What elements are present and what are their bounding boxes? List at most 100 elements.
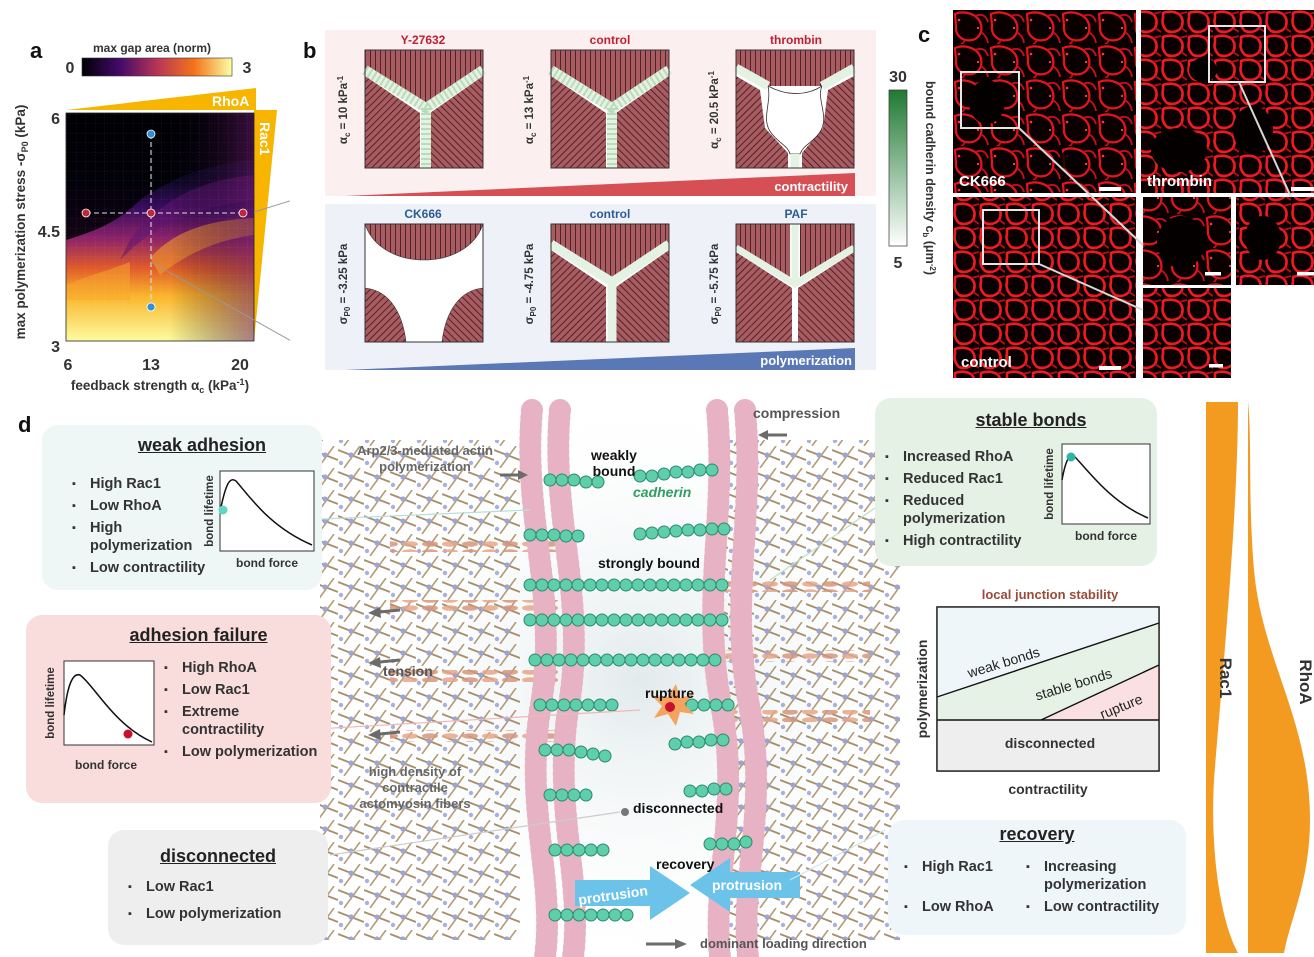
panel-a-label: a xyxy=(30,38,43,63)
cell-control-top: control xyxy=(548,33,672,169)
panel-c-micrographs: CK666 thrombin control xyxy=(953,10,1314,378)
point-red-right xyxy=(238,208,248,218)
disconnected-item: Low polymerization xyxy=(126,905,316,923)
ytick-6: 6 xyxy=(51,111,60,128)
recovery-item: Increasing polymerization xyxy=(1024,858,1184,894)
micrograph-ck666 xyxy=(953,10,1136,193)
region-disconnected xyxy=(937,720,1159,771)
panel-b-figure: Y-27632 αc = 10 kPa-1 control αc = 13 kP… xyxy=(325,30,937,370)
stable-item: High contractility xyxy=(883,532,1043,550)
protrusion-arrow-right xyxy=(690,858,800,912)
cadherin-cbar-min: 5 xyxy=(894,255,903,272)
polymerization-label: polymerization xyxy=(760,353,852,368)
disconnected-dot xyxy=(621,808,629,816)
cadherin-cbar-max: 30 xyxy=(889,69,907,86)
heatmap xyxy=(65,112,255,342)
x-axis-label: feedback strength αc (kPa-1) xyxy=(71,377,249,395)
inset-thrombin xyxy=(1236,197,1314,285)
ytick-3: 3 xyxy=(51,339,60,356)
caption-ck666: CK666 xyxy=(959,173,1006,190)
failure-item: Extreme contractility xyxy=(162,703,322,739)
label-protrusion-right: protrusion xyxy=(712,877,782,893)
protrusion-arrow-left xyxy=(575,866,690,920)
weak-bond-plot: bond lifetime bond force xyxy=(204,470,315,570)
colorbar-min-label: 0 xyxy=(66,60,75,77)
failure-item: Low Rac1 xyxy=(162,681,322,699)
cell-ck666: CK666 xyxy=(364,207,484,343)
phase-xlabel: contractility xyxy=(1008,781,1088,797)
panel-d-label: d xyxy=(18,412,32,437)
stable-item: Reduced polymerization xyxy=(883,492,1043,528)
label-disconnected: disconnected xyxy=(633,800,724,816)
contractility-label: contractility xyxy=(774,179,848,194)
label-strongly-bound: strongly bound xyxy=(598,555,700,571)
failure-plot-ylabel: bond lifetime xyxy=(45,667,57,739)
rhoa-side-label: RhoA xyxy=(1296,659,1314,704)
failure-item: Low polymerization xyxy=(162,743,322,761)
caption-control: control xyxy=(961,354,1012,371)
rac1-rhoa-gradient: Rac1 RhoA xyxy=(1206,402,1314,953)
cell-ck666-title: CK666 xyxy=(404,207,442,221)
cell-control-bottom-title: control xyxy=(590,207,631,221)
polymerization-wedge xyxy=(345,348,855,370)
cell-control-top-title: control xyxy=(590,33,631,47)
cell-paf-title: PAF xyxy=(784,207,807,221)
colorbar-gradient xyxy=(81,57,233,77)
cadherin-chains xyxy=(523,463,753,922)
region-stable-bonds xyxy=(937,623,1159,720)
cell-thrombin: thrombin xyxy=(733,33,857,169)
xtick-20: 20 xyxy=(231,357,249,374)
cadherin-cbar-label: bound cadherin density cb (μm-2) xyxy=(921,81,937,275)
weak-item: High polymerization xyxy=(70,519,220,555)
label-arp: Arp2/3-mediated actin polymerization xyxy=(357,443,493,474)
colorbar-title: max gap area (norm) xyxy=(93,41,211,55)
junction-stability-diagram: local junction stability weak bonds stab… xyxy=(914,587,1160,797)
disconnected-item: Low Rac1 xyxy=(126,878,316,896)
colorbar-max-label: 3 xyxy=(243,60,252,77)
adhesion-failure-box: adhesion failure bond lifetime bond forc… xyxy=(26,615,331,803)
inset-ck666 xyxy=(1143,197,1231,285)
param-sigma-3-25: σP0 = -3.25 kPa xyxy=(338,243,352,324)
recovery-title: recovery xyxy=(999,824,1075,844)
rac1-shape xyxy=(1206,402,1238,953)
stable-bonds-title: stable bonds xyxy=(975,410,1087,430)
weak-adhesion-title: weak adhesion xyxy=(137,435,267,455)
label-dominant-loading: dominant loading direction xyxy=(700,936,867,951)
panel-b-label: b xyxy=(303,38,317,63)
rac1-wedge-label: Rac1 xyxy=(257,122,273,156)
adhesion-failure-title: adhesion failure xyxy=(129,625,268,645)
cell-paf: PAF xyxy=(734,207,856,343)
recovery-item: High Rac1 xyxy=(902,858,1012,876)
weak-item: Low contractility xyxy=(70,559,220,577)
rac1-wedge xyxy=(254,110,277,341)
param-alpha-13: αc = 13 kPa-1 xyxy=(522,75,538,144)
point-red-center xyxy=(146,208,156,218)
region-disconnected-label: disconnected xyxy=(1005,735,1095,751)
stable-item: Increased RhoA xyxy=(883,448,1043,466)
param-sigma-5-75: σP0 = -5.75 kPa xyxy=(709,243,723,324)
rhoa-shape xyxy=(1248,402,1310,953)
junction-illustration xyxy=(299,380,940,957)
cell-y27632-title: Y-27632 xyxy=(401,33,446,47)
panel-c-label: c xyxy=(918,22,931,47)
rhoa-wedge xyxy=(66,88,256,110)
label-recovery: recovery xyxy=(656,856,715,872)
cadherin-colorbar xyxy=(888,89,908,247)
label-rupture: rupture xyxy=(645,685,694,701)
stable-bond-plot: bond lifetime bond force xyxy=(1044,443,1151,543)
label-compression: compression xyxy=(753,405,841,421)
rac1-side-label: Rac1 xyxy=(1216,658,1235,699)
param-alpha-20-5: αc = 20.5 kPa-1 xyxy=(707,71,723,149)
recovery-box: recovery High Rac1 Low RhoA Increasing p… xyxy=(888,820,1186,935)
stable-item: Reduced Rac1 xyxy=(883,470,1043,488)
recovery-item: Low RhoA xyxy=(902,898,1012,916)
cell-control-bottom: control xyxy=(548,207,672,343)
caption-thrombin: thrombin xyxy=(1147,173,1212,190)
weak-plot-ylabel: bond lifetime xyxy=(204,475,216,547)
stable-plot-ylabel: bond lifetime xyxy=(1044,448,1056,520)
label-weakly-bound: weakly bound xyxy=(591,447,637,479)
point-red-left xyxy=(81,208,91,218)
cell-y27632: Y-27632 xyxy=(362,33,486,169)
stable-bonds-box: stable bonds Increased RhoA Reduced Rac1… xyxy=(875,398,1157,566)
phase-ylabel: polymerization xyxy=(914,640,930,739)
